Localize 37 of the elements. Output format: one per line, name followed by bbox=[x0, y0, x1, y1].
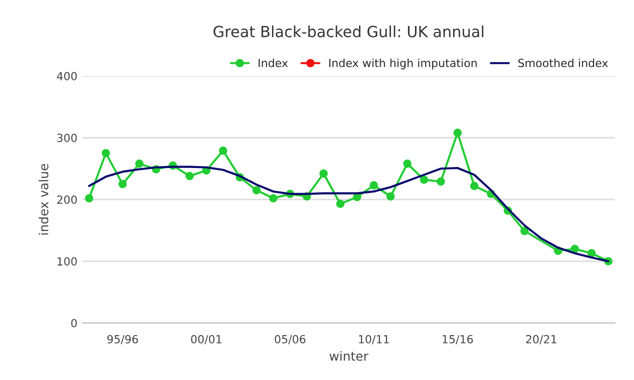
y-tick-label: 100 bbox=[58, 257, 77, 266]
point bbox=[570, 244, 579, 254]
point bbox=[252, 186, 261, 194]
legend-label: Smoothed index bbox=[518, 58, 608, 68]
point bbox=[336, 200, 344, 208]
x-tick-label: 20/21 bbox=[526, 335, 556, 344]
point bbox=[453, 128, 462, 137]
x-tick-label: 10/11 bbox=[359, 335, 389, 344]
y-tick-label: 200 bbox=[57, 195, 77, 204]
point bbox=[118, 180, 127, 188]
x-tick-label: 15/16 bbox=[442, 335, 473, 344]
x-tick-label: 00/01 bbox=[191, 335, 222, 344]
point bbox=[370, 181, 378, 190]
point bbox=[102, 149, 110, 158]
point bbox=[185, 172, 194, 180]
point bbox=[386, 192, 395, 201]
point bbox=[587, 249, 596, 258]
x-axis-title: winter bbox=[330, 351, 368, 361]
point bbox=[420, 176, 428, 184]
point bbox=[84, 194, 94, 202]
y-axis-title: index value bbox=[38, 164, 48, 234]
point bbox=[436, 177, 445, 186]
x-tick-label: 05/06 bbox=[274, 335, 306, 344]
point bbox=[135, 160, 144, 168]
point bbox=[470, 182, 478, 190]
legend-label: Index with high imputation bbox=[329, 58, 477, 70]
point bbox=[269, 194, 278, 202]
point bbox=[520, 226, 529, 236]
y-tick-label: 0 bbox=[71, 318, 77, 328]
legend-label: Index bbox=[258, 58, 288, 68]
chart-title: Great Black-backed Gull: UK annual bbox=[214, 26, 484, 38]
point bbox=[319, 169, 328, 178]
y-tick-label: 300 bbox=[57, 134, 77, 142]
point bbox=[218, 146, 228, 155]
y-tick-label: 400 bbox=[56, 72, 77, 80]
x-tick-label: 95/96 bbox=[107, 335, 138, 344]
point bbox=[403, 160, 412, 168]
